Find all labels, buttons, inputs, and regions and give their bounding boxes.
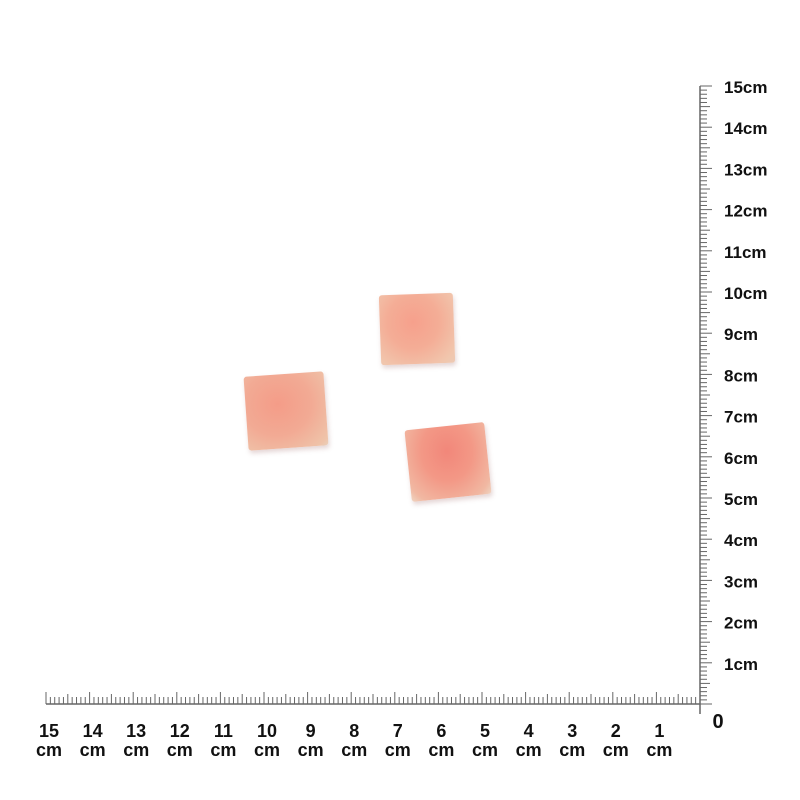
horizontal-unit: cm <box>646 740 672 760</box>
vertical-label: 3cm <box>724 572 758 591</box>
horizontal-number: 15 <box>39 721 59 741</box>
horizontal-number: 13 <box>126 721 146 741</box>
horizontal-number: 14 <box>83 721 103 741</box>
origin-label: 0 <box>712 711 723 733</box>
vertical-label: 8cm <box>724 366 758 385</box>
horizontal-number: 4 <box>524 721 534 741</box>
vertical-label: 4cm <box>724 531 758 550</box>
vertical-label: 9cm <box>724 325 758 344</box>
horizontal-unit: cm <box>254 740 280 760</box>
horizontal-unit: cm <box>603 740 629 760</box>
vertical-label: 5cm <box>724 490 758 509</box>
horizontal-number: 1 <box>654 721 664 741</box>
vertical-label: 2cm <box>724 614 758 633</box>
horizontal-number: 2 <box>611 721 621 741</box>
vertical-label: 10cm <box>724 284 767 303</box>
horizontal-unit: cm <box>36 740 62 760</box>
horizontal-number: 11 <box>214 721 233 741</box>
horizontal-unit: cm <box>385 740 411 760</box>
horizontal-unit: cm <box>472 740 498 760</box>
horizontal-number: 3 <box>567 721 577 741</box>
vertical-label: 6cm <box>724 449 758 468</box>
horizontal-number: 5 <box>480 721 490 741</box>
horizontal-unit: cm <box>298 740 324 760</box>
vertical-label: 11cm <box>724 243 767 262</box>
horizontal-number: 8 <box>349 721 359 741</box>
horizontal-number: 10 <box>257 721 277 741</box>
vertical-label: 14cm <box>724 119 767 138</box>
vertical-label: 13cm <box>724 160 767 179</box>
vertical-label: 12cm <box>724 202 767 221</box>
vertical-label: 7cm <box>724 408 758 427</box>
horizontal-unit: cm <box>428 740 454 760</box>
horizontal-number: 9 <box>306 721 316 741</box>
horizontal-unit: cm <box>559 740 585 760</box>
horizontal-unit: cm <box>341 740 367 760</box>
horizontal-number: 12 <box>170 721 190 741</box>
vertical-label: 15cm <box>724 78 767 97</box>
horizontal-unit: cm <box>167 740 193 760</box>
horizontal-number: 7 <box>393 721 403 741</box>
horizontal-unit: cm <box>516 740 542 760</box>
horizontal-unit: cm <box>210 740 236 760</box>
horizontal-unit: cm <box>123 740 149 760</box>
horizontal-unit: cm <box>80 740 106 760</box>
horizontal-number: 6 <box>436 721 446 741</box>
vertical-label: 1cm <box>724 655 758 674</box>
